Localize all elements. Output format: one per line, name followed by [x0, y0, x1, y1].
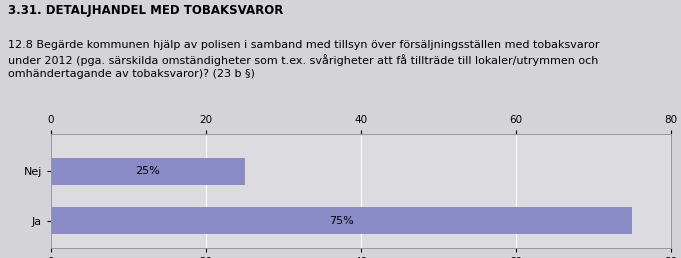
Text: 75%: 75%: [329, 215, 354, 225]
Text: 25%: 25%: [136, 166, 160, 176]
Text: 3.31. DETALJHANDEL MED TOBAKSVAROR: 3.31. DETALJHANDEL MED TOBAKSVAROR: [8, 4, 283, 17]
Text: 12.8 Begärde kommunen hjälp av polisen i samband med tillsyn över försäljningsst: 12.8 Begärde kommunen hjälp av polisen i…: [8, 40, 600, 79]
Bar: [51, 158, 244, 185]
Bar: [51, 207, 632, 234]
